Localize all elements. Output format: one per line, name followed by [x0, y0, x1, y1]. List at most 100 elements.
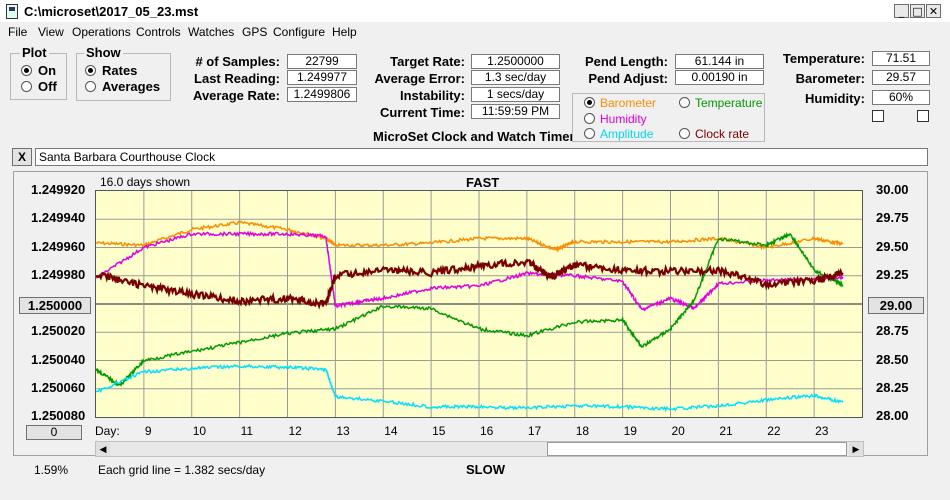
- plot-off-radio[interactable]: [21, 81, 32, 92]
- pend-adjust-value: 0.00190 in: [675, 70, 764, 85]
- aux-barometer-label: Barometer: [600, 96, 657, 110]
- plot-off-label: Off: [38, 79, 57, 94]
- menu-watches[interactable]: Watches: [188, 25, 235, 39]
- day-axis-label: Day:: [95, 424, 120, 438]
- series-line-clock-rate: [96, 257, 844, 310]
- aux-clock-rate-radio[interactable]: [679, 128, 690, 139]
- humidity-value: 60%: [872, 90, 930, 105]
- average-error-label: Average Error:: [374, 71, 465, 86]
- slow-label: SLOW: [466, 462, 505, 477]
- clock-name-field[interactable]: Santa Barbara Courthouse Clock: [35, 148, 928, 166]
- aux-temperature-label: Temperature: [695, 96, 763, 110]
- day-axis-tick: 10: [192, 424, 207, 438]
- menu-help[interactable]: Help: [332, 25, 357, 39]
- barometer-value: 29.57: [872, 70, 930, 85]
- left-axis-tick: 1.250020: [31, 323, 86, 339]
- menu-controls[interactable]: Controls: [136, 25, 181, 39]
- grid-note-label: Each grid line = 1.382 secs/day: [98, 463, 266, 477]
- samples-value: 22799: [287, 54, 357, 69]
- chart-svg: [96, 191, 862, 417]
- aux-humidity-label: Humidity: [600, 112, 647, 126]
- right-axis-tick: 29.25: [876, 266, 909, 282]
- day-axis-tick: 19: [623, 424, 637, 438]
- show-averages-label: Averages: [102, 79, 161, 94]
- right-axis-tick: 28.25: [876, 379, 909, 395]
- menu-view[interactable]: View: [38, 25, 64, 39]
- minimize-button[interactable]: _: [894, 4, 909, 18]
- aux-humidity-radio[interactable]: [584, 113, 595, 124]
- target-rate-label: Target Rate:: [390, 54, 465, 69]
- menu-file[interactable]: File: [8, 25, 28, 39]
- show-group: [76, 53, 171, 101]
- day-axis-tick: 13: [336, 424, 350, 438]
- show-group-title: Show: [84, 45, 123, 60]
- left-checkbox[interactable]: [872, 110, 884, 122]
- scroll-left-icon[interactable]: ◀: [96, 442, 110, 456]
- aux-clock-rate-label: Clock rate: [695, 127, 750, 141]
- average-rate-value: 1.2499806: [287, 87, 357, 102]
- pend-adjust-label: Pend Adjust:: [588, 71, 668, 86]
- menu-configure[interactable]: Configure: [273, 25, 326, 39]
- plot-on-radio[interactable]: [21, 65, 32, 76]
- menu-operations[interactable]: Operations: [72, 25, 131, 39]
- device-title: MicroSet Clock and Watch Timer: [373, 129, 575, 144]
- plot-on-label: On: [38, 63, 57, 78]
- right-axis-tick: 30.00: [876, 182, 909, 197]
- right-axis-tick: 28.75: [876, 323, 909, 339]
- series-line-humidity: [96, 230, 844, 312]
- scroll-right-icon[interactable]: ▶: [849, 442, 863, 456]
- pend-length-label: Pend Length:: [584, 54, 668, 69]
- left-axis-tick: 1.249960: [31, 238, 86, 254]
- show-rates-radio[interactable]: [85, 65, 96, 76]
- humidity-label: Humidity:: [805, 91, 865, 106]
- instability-value: 1 secs/day: [471, 87, 560, 102]
- day-axis-tick: 17: [527, 424, 542, 438]
- title-bar: C:\microset\2017_05_23.mst _ □ ✕: [0, 0, 950, 23]
- left-axis-tick: 1.250040: [31, 351, 86, 367]
- days-shown-label: 16.0 days shown: [100, 175, 191, 189]
- menu-bar: File View Operations Controls Watches GP…: [0, 22, 950, 42]
- fast-label: FAST: [466, 175, 500, 190]
- left-axis-tick: 1.250060: [31, 379, 86, 395]
- instability-label: Instability:: [399, 88, 465, 103]
- day-axis-tick: 20: [671, 424, 685, 438]
- menu-gps[interactable]: GPS: [242, 25, 268, 39]
- scrollbar-thumb[interactable]: [547, 442, 847, 456]
- current-time-label: Current Time:: [380, 105, 465, 120]
- last-reading-label: Last Reading:: [194, 71, 280, 86]
- right-axis-tick: 29.75: [876, 210, 909, 226]
- plot-group-title: Plot: [20, 45, 49, 60]
- close-clock-button[interactable]: X: [12, 148, 32, 166]
- temperature-value: 71.51: [872, 51, 930, 66]
- current-time-value: 11:59:59 PM: [471, 104, 560, 119]
- aux-amplitude-radio[interactable]: [584, 128, 595, 139]
- day-axis-tick: 18: [575, 424, 590, 438]
- right-checkbox[interactable]: [917, 110, 929, 122]
- right-axis-tick: 28.50: [876, 351, 909, 367]
- day-axis-tick: 22: [767, 424, 781, 438]
- aux-barometer-radio[interactable]: [584, 97, 595, 108]
- left-axis-tick: 1.249920: [31, 182, 86, 197]
- right-scale-button[interactable]: 29.00: [868, 297, 924, 314]
- samples-label: # of Samples:: [195, 54, 280, 69]
- day-axis-tick: 11: [240, 424, 254, 438]
- day-axis-tick: 14: [384, 424, 398, 438]
- series-line-temperature: [96, 231, 844, 387]
- zero-button[interactable]: 0: [26, 425, 82, 440]
- barometer-label: Barometer:: [795, 71, 865, 86]
- left-axis-tick: 1.249980: [31, 266, 86, 282]
- window-title: C:\microset\2017_05_23.mst: [24, 4, 199, 19]
- day-axis-tick: 16: [480, 424, 494, 438]
- show-averages-radio[interactable]: [85, 81, 96, 92]
- day-axis-tick: 23: [815, 424, 829, 438]
- left-axis-tick: 1.249940: [31, 210, 86, 226]
- maximize-button[interactable]: □: [910, 4, 925, 18]
- left-scale-button[interactable]: 1.250000: [19, 297, 91, 314]
- day-axis-tick: 12: [288, 424, 302, 438]
- aux-temperature-radio[interactable]: [679, 97, 690, 108]
- series-line-barometer: [96, 220, 844, 254]
- target-rate-value: 1.2500000: [471, 54, 560, 69]
- aux-amplitude-label: Amplitude: [600, 127, 654, 141]
- close-button[interactable]: ✕: [926, 4, 941, 18]
- right-axis-tick: 28.00: [876, 408, 909, 423]
